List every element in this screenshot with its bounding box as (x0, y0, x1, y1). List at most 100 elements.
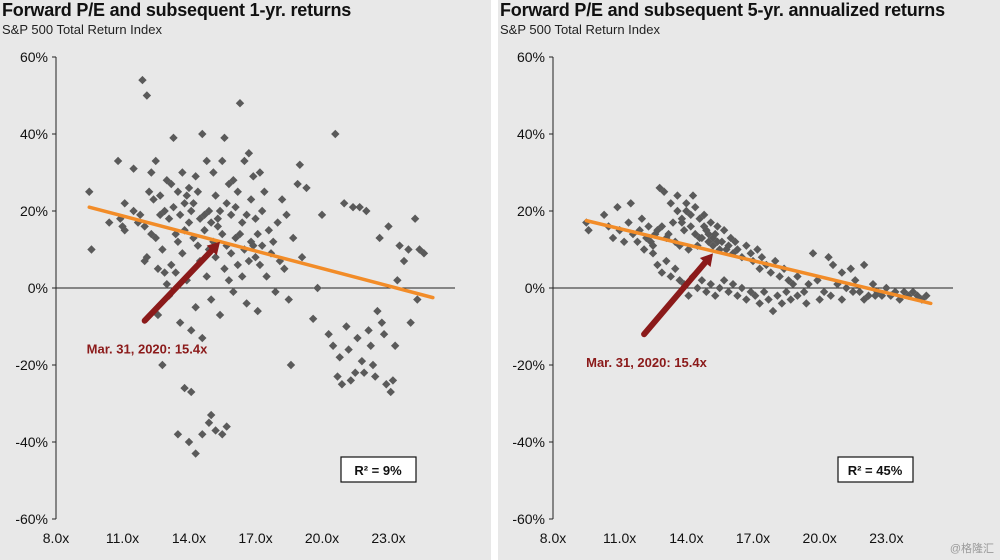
data-point (373, 306, 382, 316)
data-point (775, 272, 784, 281)
data-point (693, 283, 702, 293)
data-point (584, 226, 593, 235)
data-point (198, 129, 207, 139)
data-point (244, 149, 254, 158)
data-point (388, 376, 398, 385)
data-point (742, 241, 751, 250)
data-point (733, 245, 742, 254)
r-squared-label: R² = 45% (848, 463, 903, 478)
y-tick-label: 0% (525, 280, 545, 296)
data-point (178, 249, 187, 258)
data-point (249, 172, 258, 181)
data-point (200, 210, 209, 220)
y-tick-label: -40% (15, 434, 48, 450)
data-point (413, 295, 422, 304)
data-point (691, 202, 700, 212)
data-point (359, 368, 369, 377)
y-tick-label: 40% (517, 126, 545, 142)
data-point (284, 295, 293, 304)
data-point (868, 279, 878, 289)
x-tick-label: 14.0x (669, 530, 703, 546)
data-point (308, 314, 318, 323)
data-point (238, 272, 247, 281)
data-point (189, 199, 198, 208)
data-point (220, 264, 229, 273)
data-point (371, 372, 380, 381)
data-point (129, 164, 138, 173)
data-point (351, 368, 360, 377)
data-point (733, 291, 742, 300)
x-tick-label: 17.0x (736, 530, 770, 546)
annotation-arrowhead (699, 253, 713, 268)
data-point (719, 226, 729, 235)
x-tick-label: 14.0x (172, 530, 206, 546)
data-point (633, 237, 642, 246)
y-tick-label: 0% (28, 280, 48, 296)
data-point (848, 287, 858, 297)
data-point (175, 210, 185, 220)
data-point (198, 333, 207, 343)
data-point (337, 380, 347, 389)
chart-subtitle: S&P 500 Total Return Index (2, 22, 162, 37)
data-point (262, 272, 271, 281)
chart-panel-right: Forward P/E and subsequent 5-yr. annuali… (498, 0, 1000, 560)
data-point (257, 241, 267, 250)
data-point (253, 229, 262, 239)
data-point (682, 199, 691, 208)
data-point (193, 187, 203, 196)
data-point (684, 291, 693, 300)
data-point (755, 264, 764, 273)
data-point (404, 245, 413, 254)
data-point (87, 245, 96, 254)
data-point (198, 430, 207, 439)
data-point (626, 199, 635, 208)
watermark-text: @格隆汇 (949, 543, 994, 555)
data-point (766, 268, 775, 277)
data-point (764, 295, 773, 304)
data-point (702, 287, 711, 297)
data-point (206, 218, 216, 227)
data-point (824, 253, 833, 262)
data-point (293, 179, 302, 189)
data-point (366, 341, 375, 350)
data-point (147, 168, 156, 177)
data-point (613, 202, 622, 212)
annotation-arrow (641, 259, 709, 338)
data-point (218, 430, 227, 439)
data-point (799, 287, 809, 297)
data-point (657, 268, 667, 277)
data-point (753, 245, 762, 254)
data-point (229, 176, 238, 185)
annotation-label: Mar. 31, 2020: 15.4x (586, 355, 707, 370)
data-point (297, 253, 307, 262)
data-point (220, 133, 229, 143)
data-point (382, 380, 391, 389)
x-tick-label: 23.0x (869, 530, 903, 546)
data-point (222, 199, 231, 208)
x-tick-label: 23.0x (371, 530, 405, 546)
data-point (346, 376, 356, 385)
data-point (251, 253, 260, 262)
data-point (191, 303, 200, 312)
data-point (717, 237, 727, 246)
data-point (662, 256, 671, 266)
y-tick-label: -60% (512, 511, 545, 527)
data-point (178, 168, 187, 177)
data-point (138, 75, 147, 85)
data-point (211, 191, 220, 200)
data-point (668, 218, 678, 227)
data-point (180, 383, 189, 393)
data-point (295, 160, 305, 169)
data-point (191, 449, 200, 458)
data-point (233, 187, 242, 196)
data-point (757, 253, 767, 262)
x-tick-label: 8.0x (43, 530, 69, 546)
trend-line (584, 218, 933, 306)
data-point (151, 233, 160, 243)
data-point (628, 229, 638, 239)
data-point (271, 287, 280, 297)
data-point (136, 210, 145, 220)
data-point (328, 341, 338, 350)
data-point (149, 195, 158, 204)
x-tick-label: 8.0x (540, 530, 566, 546)
